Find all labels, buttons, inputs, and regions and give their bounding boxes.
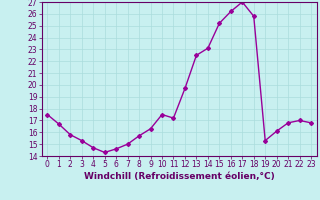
X-axis label: Windchill (Refroidissement éolien,°C): Windchill (Refroidissement éolien,°C) [84, 172, 275, 181]
